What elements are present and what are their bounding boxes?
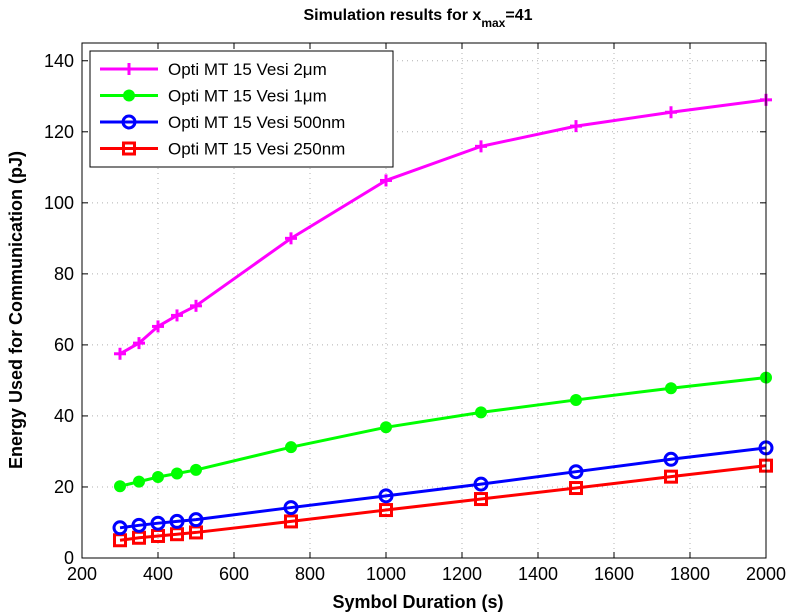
data-point	[568, 464, 584, 480]
series-1	[114, 371, 772, 493]
data-point	[114, 347, 126, 360]
data-point	[665, 382, 677, 395]
data-point	[133, 337, 145, 350]
data-point	[150, 515, 166, 531]
y-tick-label: 140	[44, 51, 74, 71]
data-point	[152, 471, 164, 484]
y-tick-label: 100	[44, 193, 74, 213]
plot-frame	[81, 42, 767, 559]
chart-title-suffix: =41	[505, 7, 532, 24]
chart-title-main: Simulation results for x	[304, 7, 482, 24]
data-point	[380, 174, 392, 187]
legend-label: Opti MT 15 Vesi 250nm	[168, 140, 345, 159]
y-tick-label: 40	[54, 406, 74, 426]
x-tick-label: 400	[143, 564, 173, 584]
legend-label: Opti MT 15 Vesi 1μm	[168, 87, 327, 106]
x-tick-label: 800	[295, 564, 325, 584]
data-point	[380, 421, 392, 434]
data-point	[285, 232, 297, 245]
y-axis-title: Energy Used for Communication (pJ)	[6, 151, 26, 469]
series-line	[119, 446, 767, 530]
data-point	[663, 451, 679, 467]
series-3	[113, 458, 773, 548]
data-point	[283, 500, 299, 516]
data-point	[190, 299, 202, 312]
data-point	[570, 393, 582, 406]
legend-entry: Opti MT 15 Vesi 250nm	[100, 140, 345, 159]
chart-title-subscript: max	[481, 16, 505, 30]
legend-entry: Opti MT 15 Vesi 500nm	[100, 113, 345, 132]
data-point	[664, 469, 678, 484]
x-tick-label: 1800	[670, 564, 710, 584]
data-point	[473, 476, 489, 492]
x-tick-label: 1200	[442, 564, 482, 584]
data-point	[570, 120, 582, 133]
x-tick-label: 1600	[594, 564, 634, 584]
data-point	[284, 514, 298, 529]
x-tick-label: 2000	[746, 564, 786, 584]
y-tick-label: 20	[54, 477, 74, 497]
data-point	[285, 441, 297, 454]
legend-marker	[123, 63, 135, 75]
y-tick-label: 80	[54, 264, 74, 284]
chart-title: Simulation results for xmax=41	[304, 7, 533, 30]
data-point	[475, 406, 487, 419]
legend-marker	[123, 89, 135, 102]
data-point	[171, 467, 183, 480]
legend-label: Opti MT 15 Vesi 500nm	[168, 113, 345, 132]
x-tick-label: 600	[219, 564, 249, 584]
data-point	[152, 320, 164, 333]
data-point	[475, 140, 487, 153]
legend: Opti MT 15 Vesi 2μm Opti MT 15 Vesi 1μm Op…	[89, 50, 394, 168]
legend-marker	[122, 141, 136, 156]
y-tick-label: 60	[54, 335, 74, 355]
data-point	[169, 513, 185, 529]
data-point	[379, 503, 393, 518]
series-line	[119, 464, 767, 542]
data-point	[133, 475, 145, 488]
x-tick-label: 1400	[518, 564, 558, 584]
x-tick-label: 200	[67, 564, 97, 584]
legend-entry: Opti MT 15 Vesi 1μm	[100, 87, 327, 106]
data-point	[378, 488, 394, 504]
series-layer	[112, 93, 774, 548]
x-axis-title: Symbol Duration (s)	[332, 592, 503, 612]
y-tick-label: 0	[64, 548, 74, 568]
x-tick-label: 1000	[366, 564, 406, 584]
data-point	[188, 512, 204, 528]
legend-label: Opti MT 15 Vesi 2μm	[168, 60, 327, 79]
data-point	[190, 463, 202, 476]
data-point	[114, 480, 126, 493]
legend-marker	[121, 114, 137, 130]
data-point	[131, 517, 147, 533]
data-point	[474, 492, 488, 507]
data-point	[569, 481, 583, 496]
series-0	[114, 93, 772, 360]
legend-entry: Opti MT 15 Vesi 2μm	[100, 60, 327, 79]
data-point	[665, 106, 677, 119]
y-tick-label: 120	[44, 122, 74, 142]
data-point	[112, 520, 128, 536]
axes-layer: 200 400 600 800 1000 1200 1400 1600 1800 2000 0 20 4…	[44, 42, 786, 584]
data-point	[171, 309, 183, 322]
series-2	[112, 440, 774, 536]
